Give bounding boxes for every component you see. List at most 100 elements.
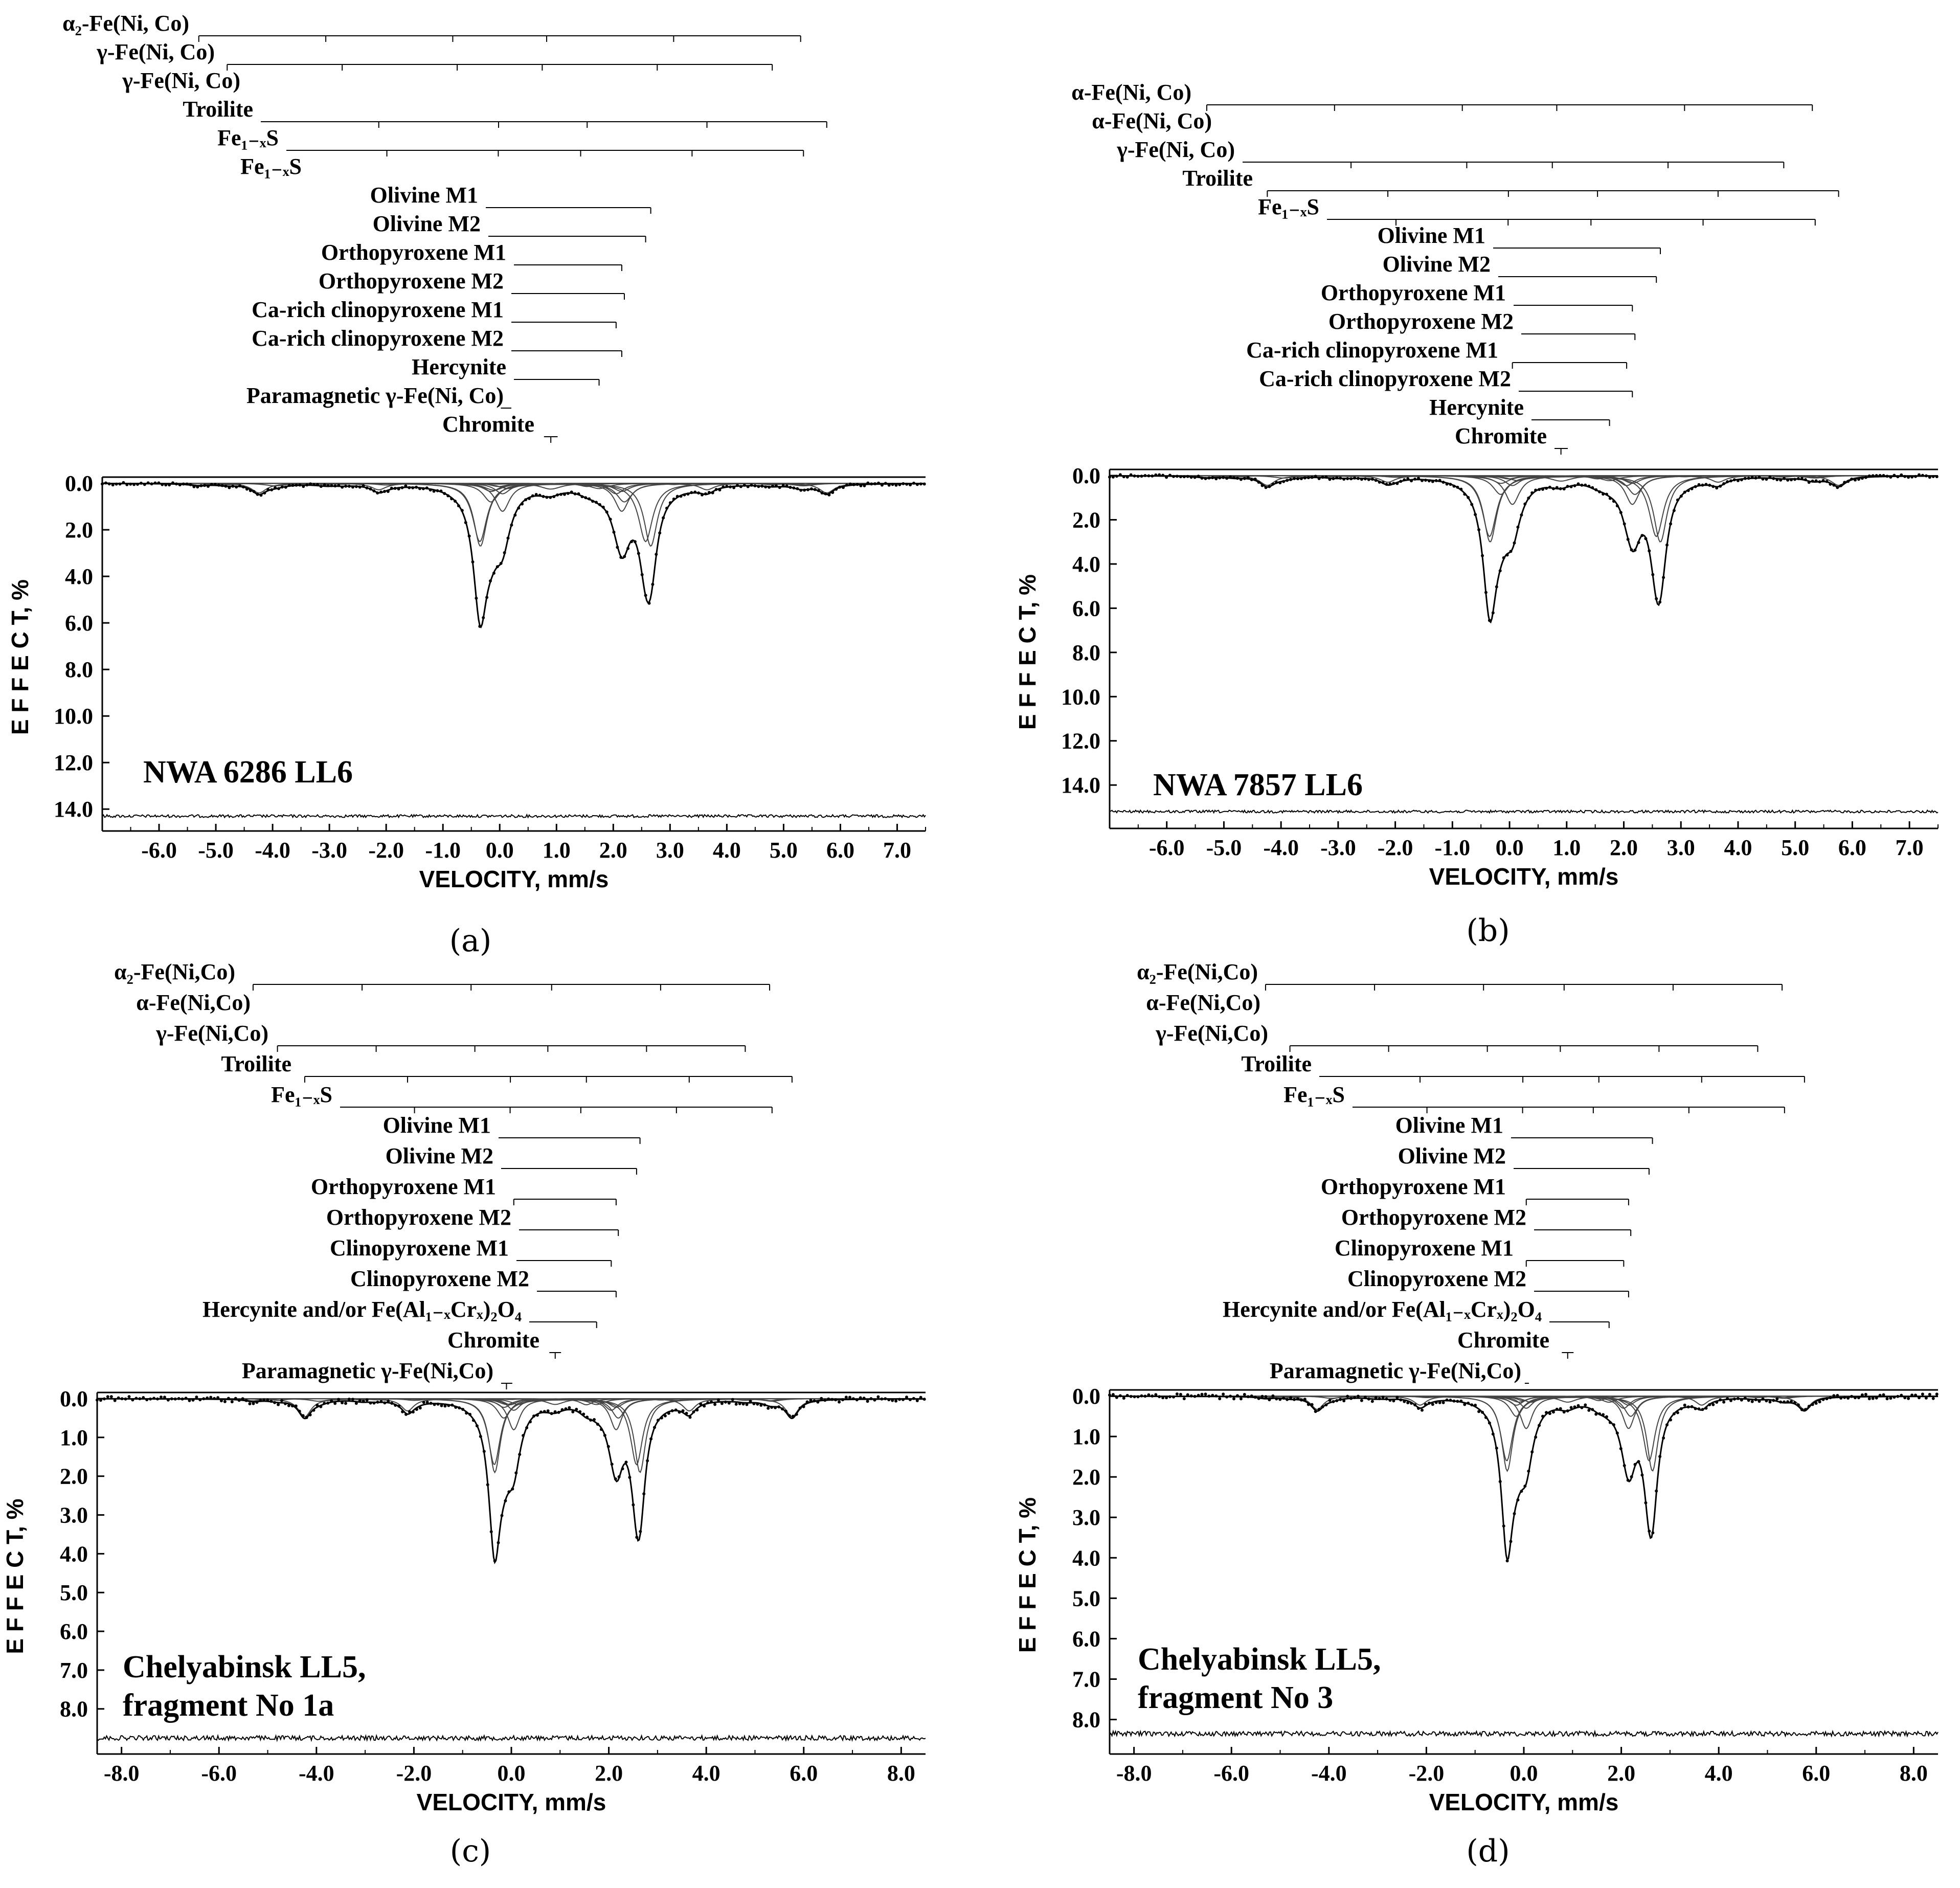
data-point [1893, 1396, 1896, 1399]
component-label-c1: Clinopyroxene M1 [330, 1235, 509, 1261]
data-point [1168, 1395, 1172, 1399]
data-point [1268, 1398, 1271, 1402]
data-point [1732, 1397, 1736, 1401]
data-point [1395, 1396, 1399, 1399]
x-tick-label: -1.0 [425, 838, 461, 863]
component-label-he: Hercynite and/or Fe(Al₁₋ₓCrₓ)₂O₄ [202, 1297, 522, 1322]
stick-diagram-p2 [1521, 333, 1636, 340]
x-tick-label: 8.0 [887, 1761, 915, 1786]
data-point [365, 1398, 369, 1402]
data-point [1370, 1400, 1374, 1403]
data-point [1410, 1402, 1413, 1405]
data-point [1722, 482, 1726, 485]
data-point [725, 485, 729, 488]
data-point [1317, 477, 1321, 480]
data-point [223, 1400, 227, 1403]
data-point [457, 504, 460, 508]
stick-diagram-ch [544, 436, 558, 443]
data-point [231, 484, 235, 488]
data-point [1477, 528, 1481, 531]
data-point [1800, 1408, 1804, 1411]
data-point [475, 1424, 479, 1428]
data-point [795, 1412, 798, 1416]
data-point [1662, 1436, 1665, 1440]
data-point [191, 1398, 195, 1402]
data-point [422, 1401, 425, 1404]
component-label-pm: Paramagnetic γ-Fe(Ni,Co) [1270, 1358, 1521, 1383]
data-point [199, 484, 203, 487]
data-point [1538, 488, 1541, 491]
data-point [820, 1397, 823, 1400]
data-point [827, 493, 831, 497]
data-point [570, 490, 573, 494]
data-point [585, 1415, 589, 1419]
data-point [580, 495, 584, 499]
data-point [1814, 479, 1818, 483]
data-point [522, 1434, 525, 1437]
data-point [326, 1401, 330, 1405]
data-point [905, 1396, 908, 1399]
x-tick-label: -1.0 [1435, 835, 1471, 860]
x-tick-label: 3.0 [1667, 835, 1695, 860]
data-point [1154, 1393, 1158, 1397]
data-point [1395, 482, 1399, 485]
y-tick-label: 12.0 [1061, 729, 1100, 754]
data-point [1314, 475, 1317, 478]
data-point [852, 483, 855, 486]
data-point [855, 483, 859, 486]
component-label-tr: Troilite [1182, 166, 1253, 191]
data-point [1665, 543, 1669, 547]
data-point [517, 506, 521, 510]
data-point [1615, 1431, 1619, 1435]
data-point [1378, 480, 1381, 484]
data-point [1449, 1399, 1452, 1402]
data-point [330, 484, 333, 487]
data-point [358, 1399, 362, 1402]
data-point [1133, 474, 1136, 478]
data-point [683, 493, 686, 497]
data-point [1580, 1406, 1584, 1409]
stick-diagram-c2 [1534, 1291, 1629, 1297]
data-point [394, 1404, 397, 1407]
data-point [1850, 1395, 1854, 1398]
data-point [778, 486, 781, 489]
data-point [1509, 1540, 1513, 1543]
data-point [425, 486, 429, 490]
data-point [478, 624, 482, 628]
data-point [1527, 497, 1530, 500]
y-tick-label: 2.0 [1072, 1465, 1100, 1490]
data-point [1129, 473, 1133, 477]
data-point [1151, 474, 1154, 478]
x-tick-label: 5.0 [770, 838, 798, 863]
data-point [408, 486, 411, 489]
data-point [695, 1408, 699, 1412]
data-point [1818, 480, 1821, 484]
data-point [234, 1397, 237, 1400]
data-point [1357, 477, 1360, 480]
data-point [1669, 1418, 1672, 1422]
data-point [531, 494, 534, 498]
data-point [1761, 1397, 1765, 1401]
data-point [337, 484, 341, 487]
data-point [1534, 1435, 1538, 1439]
data-point [149, 1397, 152, 1401]
data-point [912, 1397, 915, 1400]
x-tick-label: -4.0 [255, 838, 290, 863]
component-label-he: Hercynite and/or Fe(Al₁₋ₓCrₓ)₂O₄ [1223, 1297, 1542, 1322]
sample-name: NWA 7857 LL6 [1153, 768, 1363, 802]
stick-diagram-tr [1267, 190, 1839, 197]
data-point [1562, 487, 1566, 491]
component-label-pm: Paramagnetic γ-Fe(Ni, Co) [246, 383, 504, 408]
data-point [401, 1410, 404, 1413]
component-label-g1: γ-Fe(Ni,Co) [1155, 1021, 1268, 1046]
data-point [1566, 485, 1569, 488]
data-point [1360, 478, 1363, 481]
data-point [1136, 1395, 1140, 1399]
data-point [157, 481, 161, 485]
data-point [362, 484, 365, 487]
data-point [1324, 475, 1328, 479]
data-point [326, 484, 330, 487]
data-point [1353, 1396, 1357, 1399]
data-point [1306, 476, 1310, 480]
data-point [1381, 1396, 1385, 1399]
